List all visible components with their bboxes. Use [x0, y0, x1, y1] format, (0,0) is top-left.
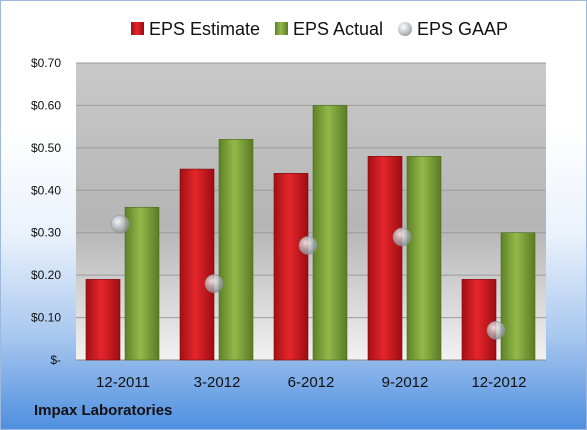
bar-eps-actual: [218, 139, 254, 361]
bar-eps-estimate: [367, 156, 403, 361]
bar-eps-actual: [500, 232, 536, 361]
y-tick-label: $0.60: [31, 98, 61, 112]
x-tick-label: 12-2012: [471, 374, 526, 391]
y-tick-label: $0.40: [31, 183, 61, 197]
x-tick-label: 3-2012: [194, 374, 241, 391]
x-tick-label: 12-2011: [96, 374, 150, 391]
y-tick-label: $0.20: [31, 268, 61, 282]
marker-eps-gaap: [486, 321, 506, 340]
y-tick-label: $0.70: [31, 56, 61, 70]
plot-area: $- $0.10 $0.20 $0.30 $0.40 $0.50 $0.60 $0.70 12-…: [31, 56, 546, 391]
marker-eps-gaap: [110, 214, 130, 234]
legend-marker-gaap: [398, 22, 412, 36]
bar-eps-estimate: [273, 173, 309, 361]
bar-eps-estimate: [461, 279, 497, 361]
legend-item-gaap: EPS GAAP: [398, 19, 508, 39]
marker-eps-gaap: [298, 236, 318, 255]
bar-eps-estimate: [179, 168, 215, 361]
company-name: Impax Laboratories: [34, 402, 172, 419]
marker-eps-gaap: [392, 227, 412, 247]
y-tick-label: $0.30: [31, 226, 61, 240]
legend-item-actual: EPS Actual: [275, 19, 383, 39]
legend: EPS Estimate EPS Actual EPS GAAP: [131, 19, 508, 39]
y-tick-label: $0.10: [31, 311, 61, 325]
bar-eps-actual: [406, 156, 442, 361]
legend-item-estimate: EPS Estimate: [131, 19, 260, 39]
y-tick-label: $0.50: [31, 141, 61, 155]
legend-label-gaap: EPS GAAP: [417, 19, 508, 39]
y-tick-label: $-: [50, 353, 61, 367]
legend-swatch-actual: [275, 22, 288, 35]
legend-label-estimate: EPS Estimate: [149, 19, 260, 39]
bar-eps-estimate: [85, 279, 121, 361]
legend-label-actual: EPS Actual: [293, 19, 383, 39]
x-tick-label: 9-2012: [382, 374, 429, 391]
x-tick-label: 6-2012: [288, 374, 335, 391]
marker-eps-gaap: [204, 274, 224, 293]
legend-swatch-estimate: [131, 22, 144, 35]
bar-eps-actual: [124, 206, 160, 361]
bar-eps-actual: [312, 105, 348, 361]
